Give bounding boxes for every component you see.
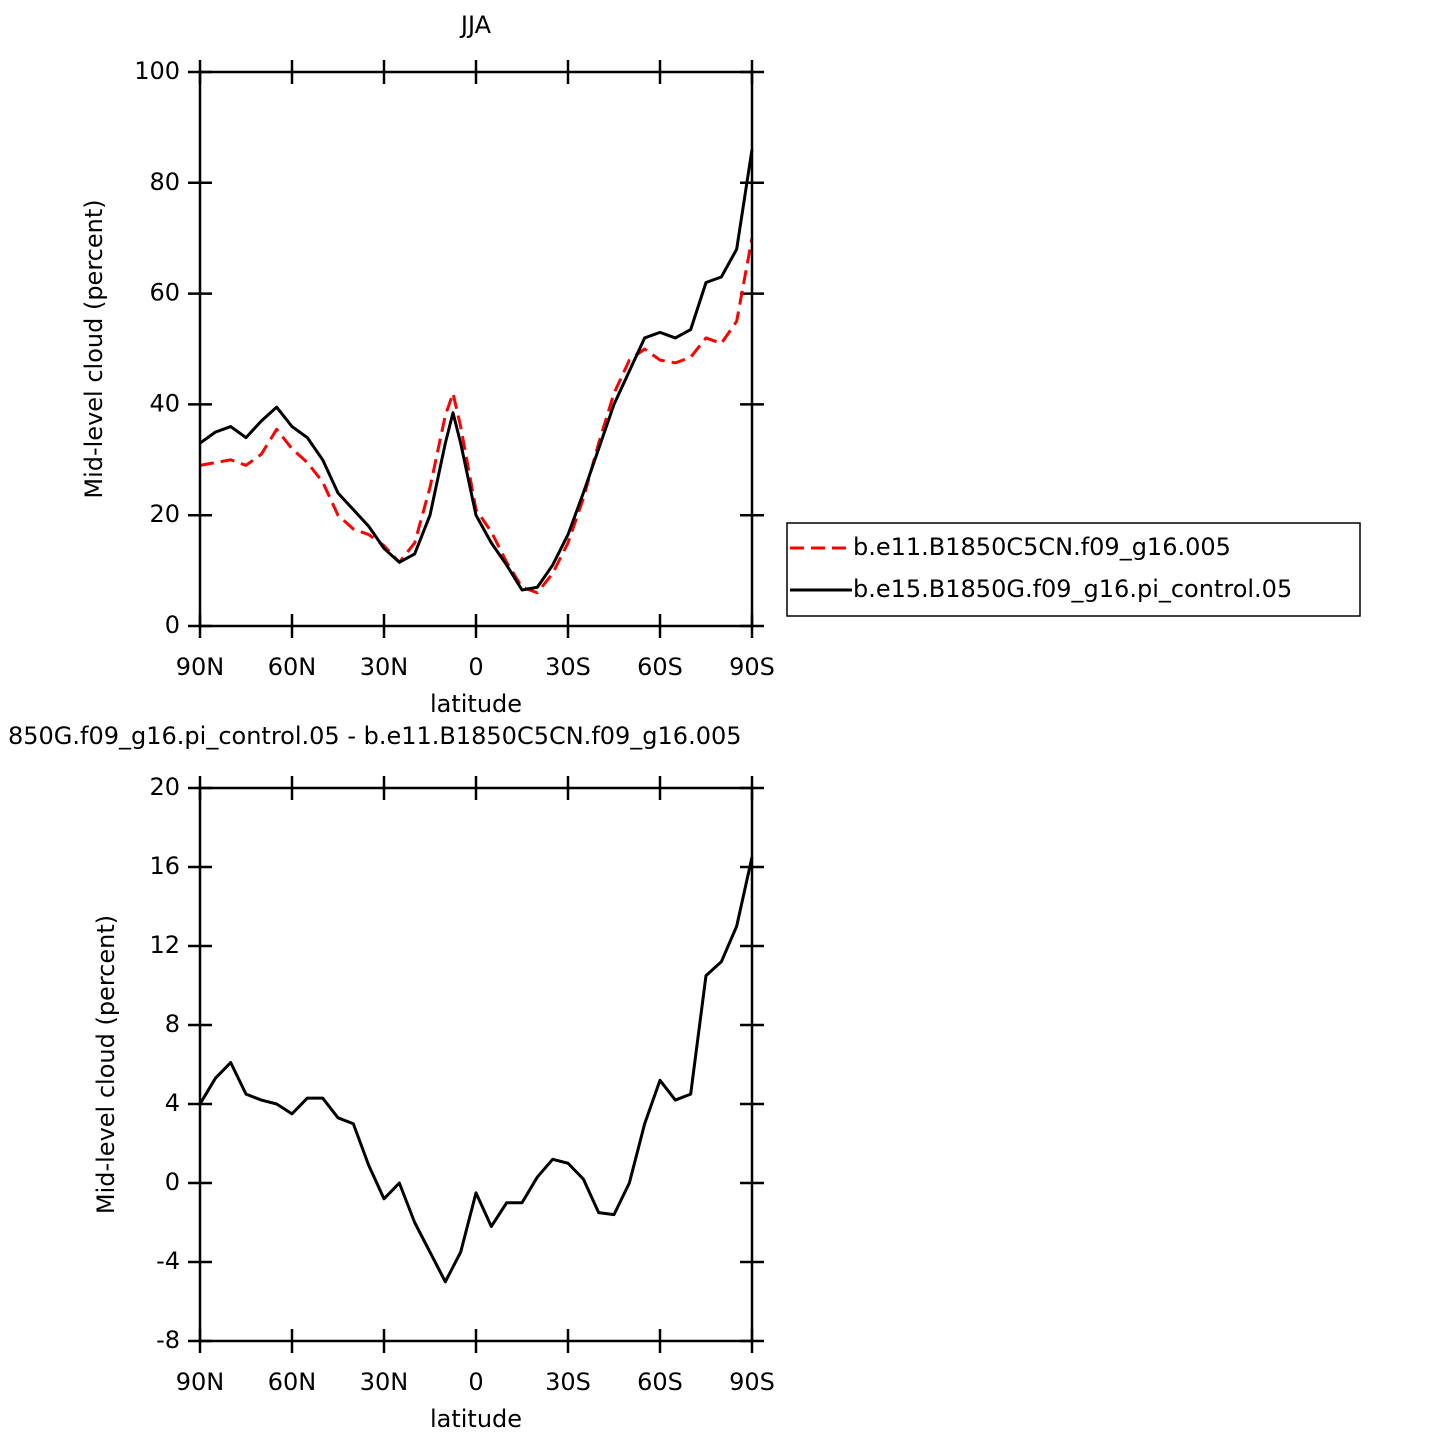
x-tick-label: 30N xyxy=(360,653,409,681)
x-axis-label: latitude xyxy=(430,690,522,718)
y-tick-label: 100 xyxy=(134,57,180,85)
x-tick-label: 60N xyxy=(268,653,317,681)
chart-title: 850G.f09_g16.pi_control.05 - b.e11.B1850… xyxy=(8,722,742,750)
x-tick-label: 60N xyxy=(268,1368,317,1396)
y-tick-label: 20 xyxy=(149,500,180,528)
y-tick-label: 40 xyxy=(149,389,180,417)
x-tick-label: 90N xyxy=(176,653,225,681)
y-tick-label: -8 xyxy=(156,1326,180,1354)
y-tick-label: 16 xyxy=(149,852,180,880)
x-tick-label: 60S xyxy=(637,1368,683,1396)
plot-frame xyxy=(198,70,754,628)
y-tick-label: -4 xyxy=(156,1247,180,1275)
x-tick-label: 30S xyxy=(545,1368,591,1396)
legend-label: b.e15.B1850G.f09_g16.pi_control.05 xyxy=(853,575,1292,603)
plot-frame xyxy=(198,786,754,1343)
y-axis-label: Mid-level cloud (percent) xyxy=(80,199,108,498)
x-tick-label: 90S xyxy=(729,1368,775,1396)
legend-label: b.e11.B1850C5CN.f09_g16.005 xyxy=(853,533,1231,561)
x-axis-label: latitude xyxy=(430,1405,522,1433)
x-tick-label: 30S xyxy=(545,653,591,681)
y-tick-label: 12 xyxy=(149,931,180,959)
legend-box xyxy=(786,522,1361,617)
line xyxy=(199,237,754,595)
x-tick-label: 0 xyxy=(468,653,483,681)
y-tick-label: 4 xyxy=(165,1089,180,1117)
y-tick-label: 0 xyxy=(165,1168,180,1196)
line xyxy=(198,856,754,1284)
x-tick-label: 60S xyxy=(637,653,683,681)
x-tick-label: 90N xyxy=(176,1368,225,1396)
line xyxy=(199,149,754,592)
chart-title: JJA xyxy=(459,11,492,39)
y-tick-label: 8 xyxy=(165,1010,180,1038)
y-tick-label: 60 xyxy=(149,279,180,307)
y-tick-label: 0 xyxy=(165,611,180,639)
y-axis-label: Mid-level cloud (percent) xyxy=(92,915,120,1214)
x-tick-label: 30N xyxy=(360,1368,409,1396)
y-tick-label: 20 xyxy=(149,773,180,801)
y-tick-label: 80 xyxy=(149,168,180,196)
x-tick-label: 0 xyxy=(468,1368,483,1396)
x-tick-label: 90S xyxy=(729,653,775,681)
